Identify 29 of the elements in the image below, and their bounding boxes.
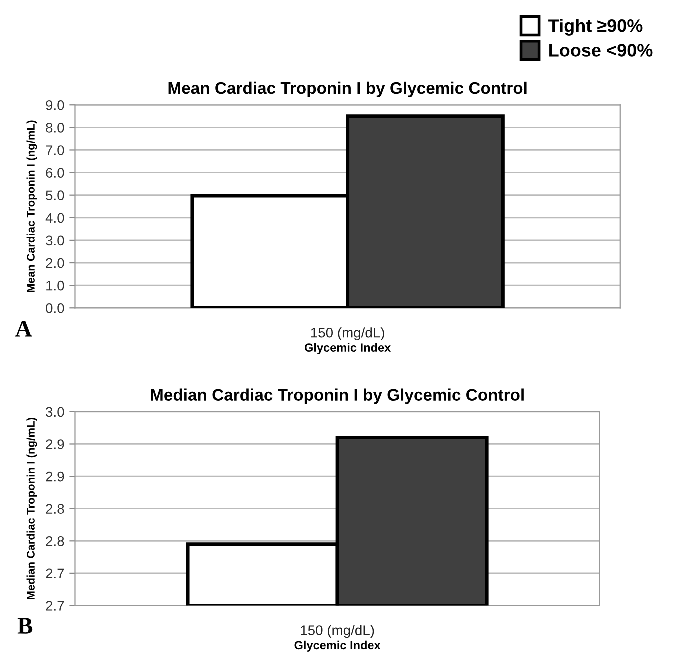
text: A (16, 321, 32, 337)
y-tick-label: 0.0 (46, 303, 64, 314)
y-tick-label: 2.7 (46, 568, 64, 578)
chart-title: Median Cardiac Troponin I by Glycemic Control (151, 388, 524, 404)
x-tick-label: 150 (mg/dL) (311, 328, 384, 341)
chart-title: Mean Cardiac Troponin I by Glycemic Control (168, 82, 527, 98)
y-tick-label: 2.7 (46, 601, 64, 611)
x-tick-label: 150 (mg/dL) (301, 625, 374, 638)
y-tick-label: 2.8 (46, 536, 64, 546)
legend-label: Loose <90% (550, 44, 653, 57)
y-tick-label: 2.9 (46, 440, 64, 450)
x-axis-title: Glycemic Index (304, 343, 392, 354)
y-tick-label: 7.0 (46, 146, 64, 156)
y-tick-label: 6.0 (46, 168, 64, 178)
y-tick-label: 8.0 (46, 123, 64, 133)
y-tick-label: 2.0 (46, 258, 64, 268)
y-tick-label: 3.0 (46, 407, 64, 418)
x-axis-title: Glycemic Index (294, 640, 381, 652)
y-tick-label: 9.0 (46, 100, 64, 110)
text: B (18, 618, 33, 634)
y-tick-label: 4.0 (46, 213, 64, 224)
legend-label: Tight ≥90% (548, 19, 643, 36)
y-tick-label: 1.0 (46, 280, 64, 291)
y-axis-title: Median Cardiac Troponin I (ng/mL) (26, 418, 38, 600)
y-axis-title: Mean Cardiac Troponin I (ng/mL) (26, 120, 38, 292)
y-tick-label: 2.9 (46, 472, 64, 482)
y-tick-label: 3.0 (46, 236, 64, 246)
y-tick-label: 2.8 (46, 504, 64, 514)
y-tick-label: 5.0 (46, 190, 64, 201)
